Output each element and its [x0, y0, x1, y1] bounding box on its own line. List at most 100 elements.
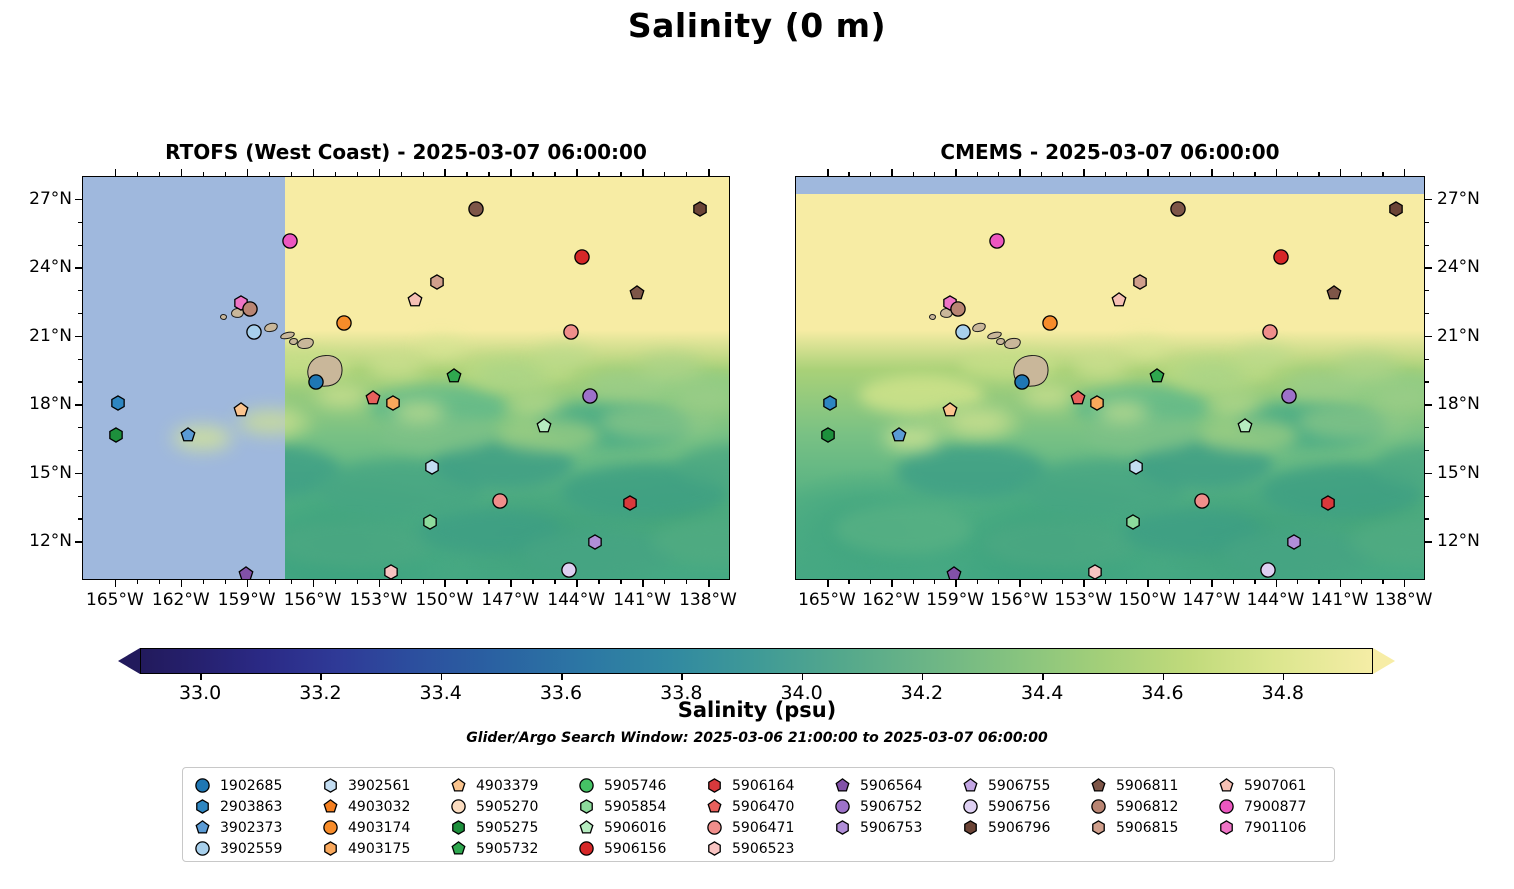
float-marker-5906523[interactable]: [383, 564, 399, 579]
float-marker-4903174[interactable]: [1042, 315, 1058, 331]
float-marker-4903379[interactable]: [233, 401, 249, 418]
legend-item-5906523[interactable]: 5906523: [703, 838, 831, 859]
x-axis-minor-tick: [290, 172, 293, 176]
legend-item-7901106[interactable]: 7901106: [1215, 817, 1343, 838]
legend-item-5907061[interactable]: 5907061: [1215, 775, 1343, 796]
float-marker-2903863[interactable]: [822, 395, 838, 411]
float-marker-7900877[interactable]: [988, 233, 1005, 249]
legend-item-5906796[interactable]: 5906796: [959, 817, 1087, 838]
y-axis-minor-tick: [1425, 244, 1429, 246]
legend-item-5906811[interactable]: 5906811: [1087, 775, 1215, 796]
float-marker-5907061[interactable]: [1110, 292, 1127, 308]
legend-item-5906755[interactable]: 5906755: [959, 775, 1087, 796]
float-marker-5906156[interactable]: [573, 249, 590, 265]
float-marker-5906756[interactable]: [1260, 561, 1276, 578]
float-marker-icon: [703, 799, 725, 814]
float-marker-3902559[interactable]: [954, 324, 971, 340]
float-marker-5906471b[interactable]: [1194, 493, 1210, 509]
float-marker-1902685[interactable]: [1014, 374, 1031, 391]
float-marker-5906471[interactable]: [1262, 324, 1278, 340]
map-panel-cmems[interactable]: [795, 176, 1425, 580]
legend-item-1902685[interactable]: 1902685: [191, 775, 319, 796]
legend-item-5905746[interactable]: 5905746: [575, 775, 703, 796]
float-marker-5906812[interactable]: [242, 301, 258, 318]
float-marker-5906523[interactable]: [1087, 564, 1103, 579]
float-marker-5906016[interactable]: [536, 417, 552, 434]
float-marker-4903175[interactable]: [1089, 395, 1105, 411]
float-marker-5906752[interactable]: [1281, 388, 1298, 404]
float-marker-5906811[interactable]: [468, 201, 484, 217]
float-marker-icon: [1215, 778, 1237, 793]
legend-item-5906156[interactable]: 5906156: [575, 838, 703, 859]
legend-item-5905275[interactable]: 5905275: [447, 817, 575, 838]
float-marker-3902561[interactable]: [424, 459, 440, 475]
float-marker-5905854[interactable]: [422, 513, 438, 530]
colorbar-tick-label: 33.0: [178, 682, 222, 704]
legend-item-5906812[interactable]: 5906812: [1087, 796, 1215, 817]
float-marker-3902373[interactable]: [180, 426, 196, 443]
map-panel-rtofs[interactable]: [82, 176, 730, 580]
float-marker-5907061[interactable]: [407, 292, 423, 308]
legend-item-5906164[interactable]: 5906164: [703, 775, 831, 796]
legend-item-5906752[interactable]: 5906752: [831, 796, 959, 817]
legend-item-5906471[interactable]: 5906471: [703, 817, 831, 838]
float-marker-3902559[interactable]: [246, 324, 263, 340]
float-marker-5905275[interactable]: [820, 427, 836, 443]
float-marker-5906796[interactable]: [1388, 201, 1404, 217]
float-marker-5906164[interactable]: [1320, 495, 1336, 512]
legend-item-3902559[interactable]: 3902559: [191, 838, 319, 859]
float-marker-5905854[interactable]: [1125, 513, 1141, 530]
float-marker-5906812[interactable]: [950, 301, 967, 318]
float-marker-5906752[interactable]: [582, 388, 599, 404]
float-legend[interactable]: 1902685 2903863 3902373 3902559 3902561 49030…: [182, 767, 1335, 862]
legend-item-5906564[interactable]: 5906564: [831, 775, 959, 796]
float-marker-4903175[interactable]: [385, 395, 401, 411]
float-marker-5906753[interactable]: [587, 534, 603, 551]
float-marker-5905732[interactable]: [446, 367, 462, 384]
float-marker-5906016[interactable]: [1236, 417, 1253, 434]
legend-item-5906753[interactable]: 5906753: [831, 817, 959, 838]
legend-item-4903379[interactable]: 4903379: [447, 775, 575, 796]
legend-item-4903175[interactable]: 4903175: [319, 838, 447, 859]
float-marker-5906811[interactable]: [1170, 201, 1187, 217]
float-marker-4903174[interactable]: [336, 315, 353, 331]
float-marker-5906815[interactable]: [1132, 274, 1148, 290]
legend-item-5906815[interactable]: 5906815: [1087, 817, 1215, 838]
float-marker-5906811b[interactable]: [1326, 285, 1342, 301]
float-marker-4903379[interactable]: [942, 401, 958, 418]
float-marker-5906811b[interactable]: [628, 285, 645, 301]
float-marker-5906796[interactable]: [692, 201, 708, 217]
legend-item-4903032[interactable]: 4903032: [319, 796, 447, 817]
float-marker-5906815[interactable]: [429, 274, 445, 290]
float-marker-5906470[interactable]: [1070, 390, 1086, 406]
float-marker-5906564[interactable]: [237, 566, 254, 579]
float-marker-1902685[interactable]: [308, 374, 324, 391]
float-marker-5905275[interactable]: [108, 427, 124, 443]
legend-item-3902561[interactable]: 3902561: [319, 775, 447, 796]
legend-item-3902373[interactable]: 3902373: [191, 817, 319, 838]
float-marker-3902373[interactable]: [890, 426, 907, 443]
float-marker-5906471[interactable]: [562, 324, 579, 340]
legend-item-4903174[interactable]: 4903174: [319, 817, 447, 838]
legend-item-5906016[interactable]: 5906016: [575, 817, 703, 838]
legend-item-7900877[interactable]: 7900877: [1215, 796, 1343, 817]
x-axis-minor-tick: [334, 172, 336, 176]
float-marker-3902561[interactable]: [1128, 459, 1144, 475]
float-marker-2903863[interactable]: [110, 395, 126, 411]
float-marker-5906753[interactable]: [1286, 534, 1302, 551]
legend-item-2903863[interactable]: 2903863: [191, 796, 319, 817]
legend-item-5905270[interactable]: 5905270: [447, 796, 575, 817]
salinity-contour-blob: [599, 404, 717, 440]
float-marker-7900877[interactable]: [281, 233, 298, 249]
legend-item-5906470[interactable]: 5906470: [703, 796, 831, 817]
float-marker-5906756[interactable]: [560, 561, 577, 578]
float-marker-5906470[interactable]: [365, 390, 381, 406]
float-marker-5906156[interactable]: [1273, 249, 1289, 265]
float-marker-5906164[interactable]: [622, 495, 638, 512]
legend-item-5905854[interactable]: 5905854: [575, 796, 703, 817]
float-marker-5906471b[interactable]: [492, 493, 509, 509]
float-marker-5905732[interactable]: [1149, 367, 1165, 384]
legend-item-5906756[interactable]: 5906756: [959, 796, 1087, 817]
float-marker-5906564[interactable]: [946, 566, 962, 579]
legend-item-5905732[interactable]: 5905732: [447, 838, 575, 859]
